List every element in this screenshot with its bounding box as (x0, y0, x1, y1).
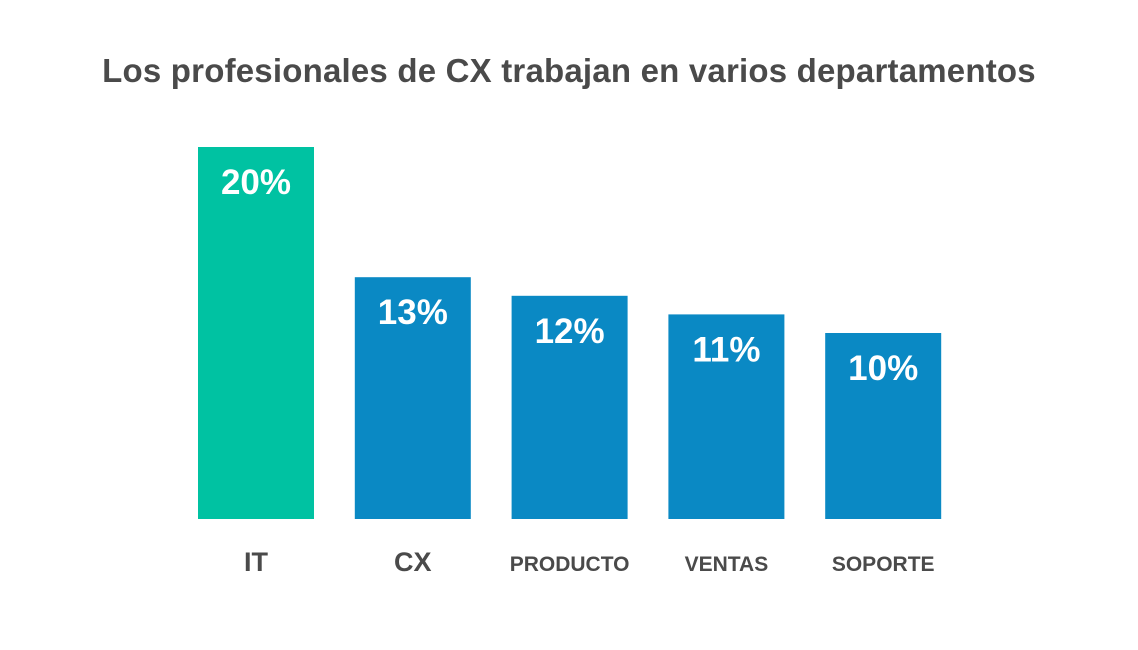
value-label-ventas: 11% (692, 330, 760, 369)
category-label-producto: PRODUCTO (510, 553, 630, 576)
category-label-cx: CX (394, 547, 432, 577)
bar-it (198, 147, 314, 519)
category-label-it: IT (244, 547, 269, 577)
bar-ventas (668, 314, 785, 519)
category-label-soporte: SOPORTE (832, 553, 935, 576)
chart-title: Los profesionales de CX trabajan en vari… (102, 52, 1036, 89)
value-label-it: 20% (221, 163, 291, 202)
value-label-soporte: 10% (848, 349, 918, 388)
bar-producto (511, 295, 628, 519)
bar-cx (354, 277, 471, 519)
bar-soporte (825, 333, 942, 519)
value-label-cx: 13% (378, 293, 448, 332)
value-label-producto: 12% (535, 312, 605, 351)
category-label-ventas: VENTAS (685, 553, 769, 576)
